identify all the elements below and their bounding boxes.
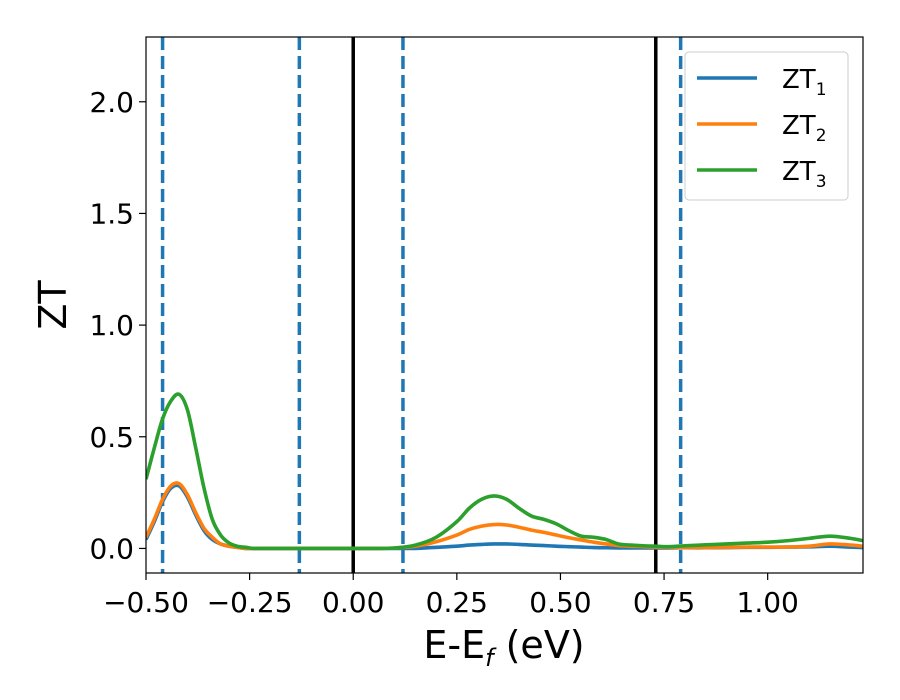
legend-label-text: ZT bbox=[782, 65, 816, 95]
x-tick-label: 0.25 bbox=[426, 586, 488, 619]
legend-label-text: ZT bbox=[782, 157, 816, 187]
legend-label-subscript: 3 bbox=[816, 172, 827, 192]
series-lines bbox=[146, 392, 863, 551]
legend-label-subscript: 1 bbox=[816, 80, 827, 100]
x-axis-title-main: E-E bbox=[423, 623, 485, 667]
x-tick-label: 0.75 bbox=[633, 586, 695, 619]
legend-label-text: ZT bbox=[782, 111, 816, 141]
legend-label-subscript: 2 bbox=[816, 126, 827, 146]
legend-box bbox=[684, 51, 849, 201]
y-tick-label: 0.0 bbox=[89, 532, 134, 565]
legend-label-zt1: ZT1 bbox=[782, 65, 827, 100]
y-tick-label: 1.0 bbox=[89, 309, 134, 342]
x-tick-label: 0.50 bbox=[529, 586, 591, 619]
x-axis-title-unit: (eV) bbox=[494, 623, 585, 667]
x-tick-label: 1.00 bbox=[737, 586, 799, 619]
x-tick-label: 0.00 bbox=[322, 586, 384, 619]
x-axis: −0.50 −0.25 0.00 0.25 0.50 0.75 1.00 bbox=[103, 573, 799, 619]
y-tick-label: 0.5 bbox=[89, 421, 134, 454]
series-line-zt3 bbox=[146, 392, 863, 551]
y-axis-title: ZT bbox=[31, 280, 75, 330]
x-axis-title: E-Ef (eV) bbox=[423, 623, 584, 672]
x-tick-label: −0.25 bbox=[207, 586, 293, 619]
reference-lines bbox=[160, 37, 683, 573]
legend-label-zt2: ZT2 bbox=[782, 111, 827, 146]
y-tick-label: 1.5 bbox=[89, 197, 134, 230]
y-tick-label: 2.0 bbox=[89, 86, 134, 119]
x-tick-label: −0.50 bbox=[103, 586, 189, 619]
plot-frame bbox=[145, 36, 864, 574]
series-line-zt2 bbox=[146, 481, 863, 551]
y-axis: 0.0 0.5 1.0 1.5 2.0 bbox=[89, 86, 146, 565]
plot-area bbox=[146, 37, 863, 573]
legend-label-zt3: ZT3 bbox=[782, 157, 827, 192]
